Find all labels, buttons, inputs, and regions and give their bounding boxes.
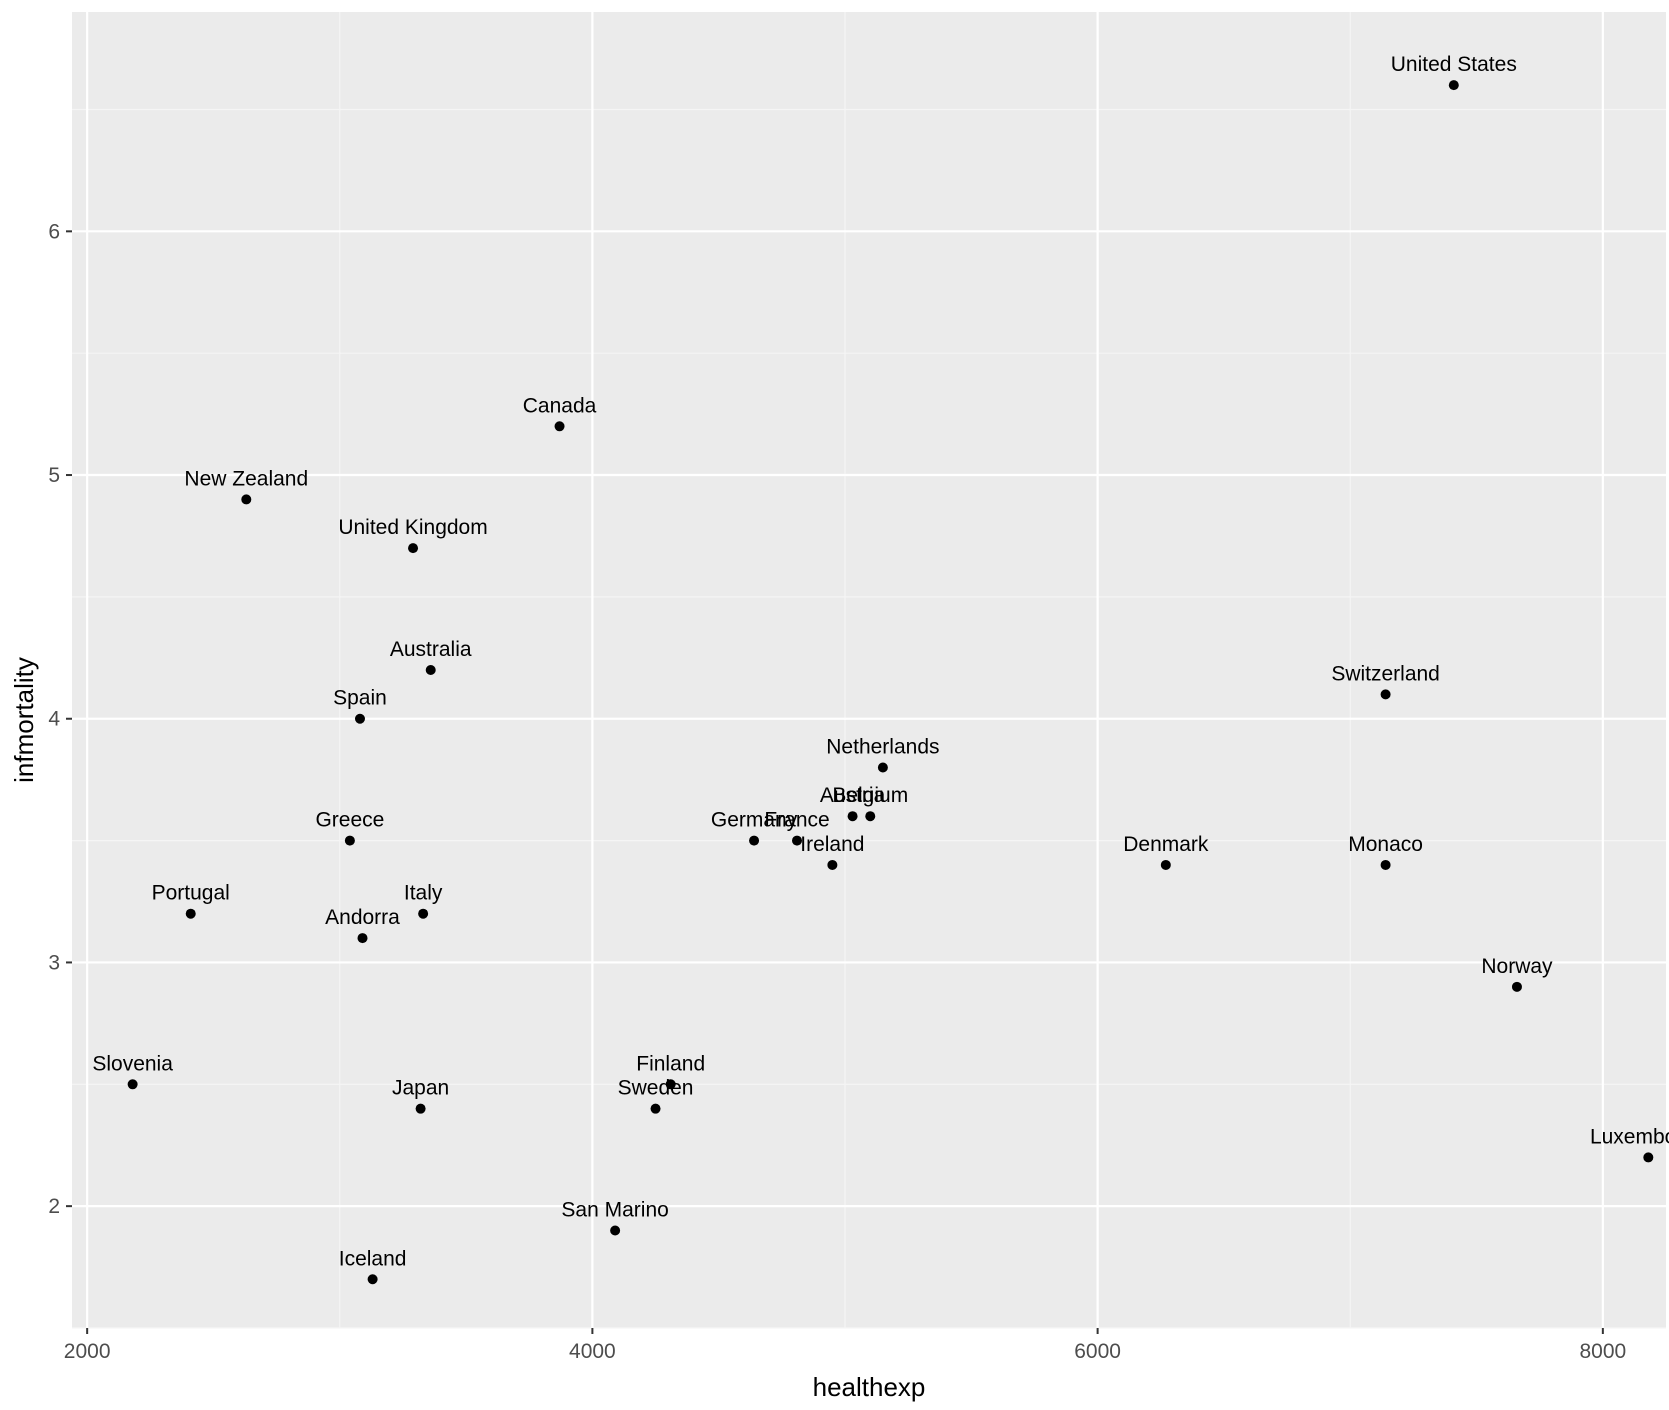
y-tick-label: 4 — [48, 708, 60, 731]
point-label: Portugal — [152, 882, 230, 905]
point-label: Luxembourg — [1590, 1125, 1669, 1148]
point-label: Netherlands — [826, 735, 939, 758]
x-tick-label: 6000 — [1074, 1340, 1121, 1363]
data-point — [827, 859, 838, 870]
data-point — [792, 835, 803, 846]
point-label: Canada — [523, 394, 597, 417]
point-labels: United States Canada New Zealand United Kin… — [92, 53, 1669, 1270]
data-point — [357, 933, 368, 944]
point-label: Monaco — [1348, 833, 1423, 856]
y-axis-title: infmortality — [9, 657, 39, 783]
y-tick-label: 2 — [48, 1195, 60, 1218]
data-point — [665, 1079, 676, 1090]
data-point — [185, 908, 196, 919]
data-point — [847, 811, 858, 822]
data-point — [367, 1274, 378, 1285]
point-label: Italy — [404, 882, 443, 905]
y-tick-label: 5 — [48, 464, 60, 487]
point-label: Japan — [392, 1077, 449, 1100]
data-point — [418, 908, 429, 919]
data-point — [1380, 859, 1391, 870]
data-point — [415, 1103, 426, 1114]
y-tick-label: 6 — [48, 220, 60, 243]
point-label: Finland — [636, 1052, 705, 1075]
y-tick-label: 3 — [48, 951, 60, 974]
data-point — [610, 1225, 621, 1236]
x-tick-label: 8000 — [1579, 1340, 1626, 1363]
point-label: Belgium — [832, 784, 908, 807]
point-label: United Kingdom — [338, 516, 487, 539]
data-point — [425, 665, 436, 675]
point-label: Switzerland — [1331, 662, 1440, 685]
data-point — [127, 1079, 138, 1090]
point-label: Denmark — [1123, 833, 1209, 856]
point-label: Spain — [333, 687, 387, 710]
data-point — [344, 835, 355, 846]
point-label: Iceland — [339, 1247, 407, 1270]
x-axis-ticks: 2000 4000 6000 8000 — [64, 1328, 1626, 1363]
point-label: Austria — [820, 784, 886, 807]
data-point — [1380, 689, 1391, 700]
data-point — [1511, 981, 1522, 992]
y-axis-ticks: 2 3 4 5 6 — [48, 220, 72, 1218]
data-point — [1160, 859, 1171, 870]
point-label: Germany — [711, 809, 798, 832]
x-axis-title: healthexp — [813, 1372, 926, 1402]
x-tick-label: 2000 — [64, 1340, 111, 1363]
data-points — [127, 80, 1654, 1285]
data-point — [1643, 1152, 1654, 1163]
point-label: Ireland — [800, 833, 864, 856]
data-point — [865, 811, 876, 822]
data-point — [241, 494, 252, 505]
data-point — [877, 762, 888, 773]
point-label: New Zealand — [184, 467, 308, 490]
point-label: Greece — [315, 809, 384, 832]
data-point — [408, 543, 419, 554]
data-point — [749, 835, 760, 846]
x-tick-label: 4000 — [569, 1340, 616, 1363]
data-point — [650, 1103, 661, 1114]
point-label: Slovenia — [92, 1052, 173, 1075]
data-point — [1448, 80, 1459, 91]
point-label: United States — [1391, 53, 1517, 76]
point-label: Australia — [390, 638, 472, 661]
data-point — [354, 713, 365, 724]
data-point — [554, 421, 565, 432]
point-label: Sweden — [618, 1077, 694, 1100]
point-label: France — [764, 809, 829, 832]
point-label: Andorra — [325, 906, 400, 929]
point-label: San Marino — [561, 1199, 668, 1222]
major-gridlines — [72, 12, 1666, 1328]
point-label: Norway — [1481, 955, 1553, 978]
